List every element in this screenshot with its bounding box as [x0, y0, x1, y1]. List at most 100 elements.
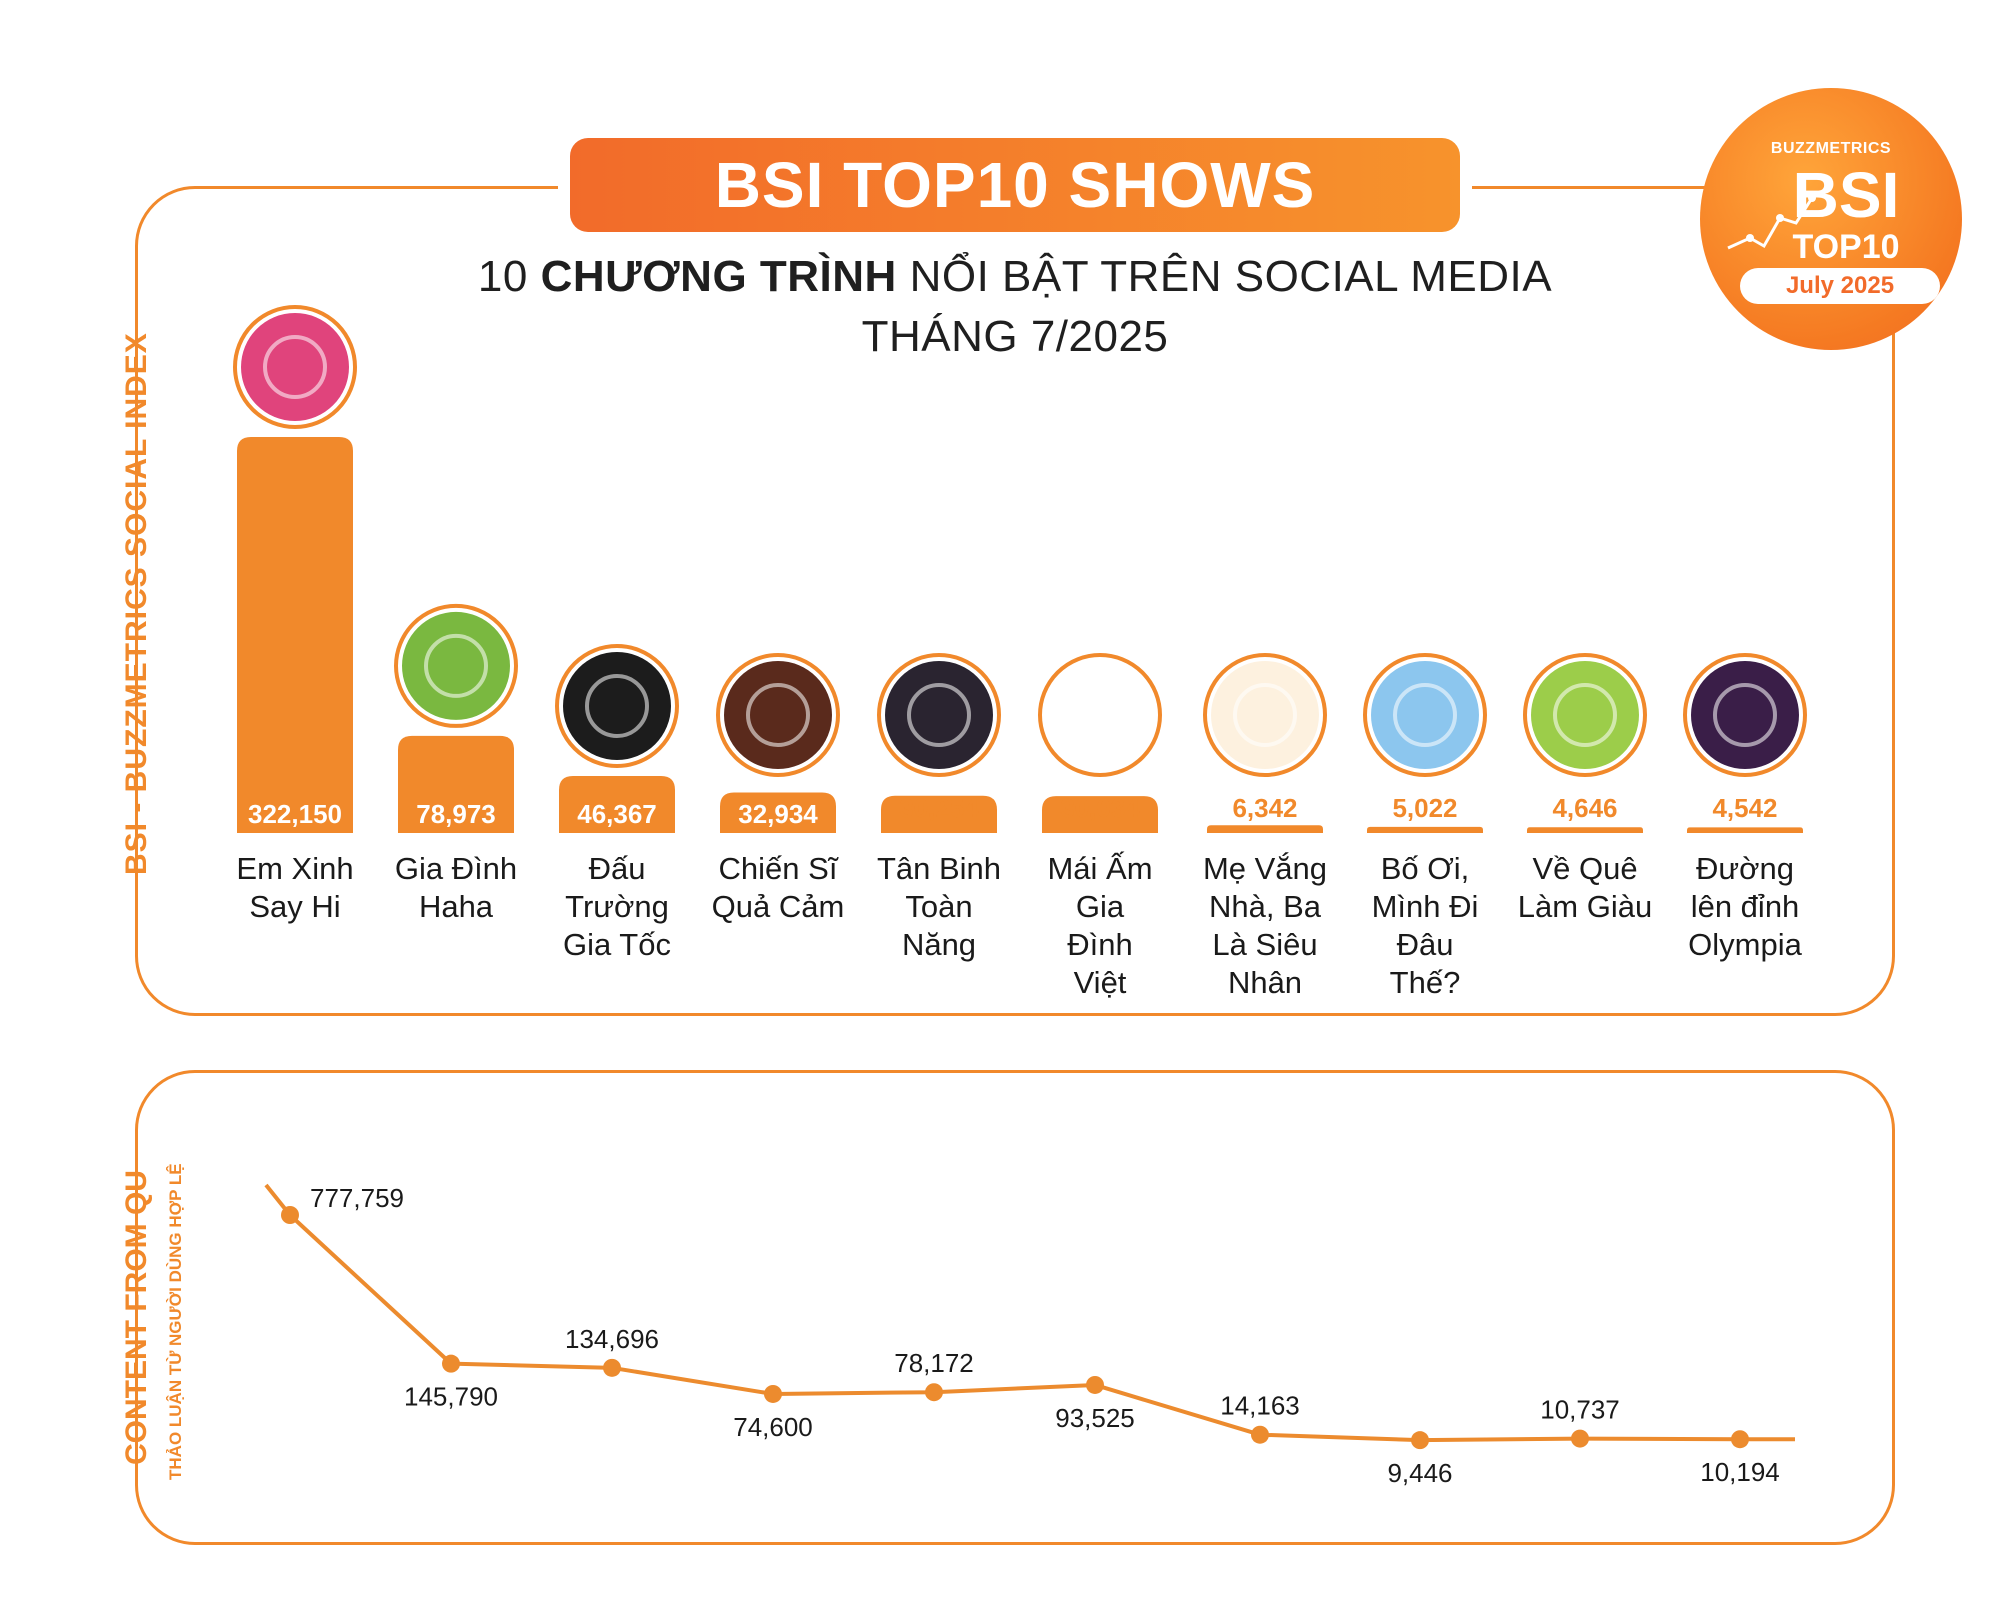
- bar: [237, 437, 353, 833]
- bar: [881, 795, 997, 833]
- chien-si-qua-cam-logo-icon: [716, 653, 840, 777]
- data-point: [1411, 1431, 1429, 1450]
- category-label: Đường lên đỉnh Olympia: [1670, 850, 1820, 964]
- category-label: Chiến Sĩ Quả Cảm: [703, 850, 853, 926]
- bar-value-label: 30,034: [1060, 793, 1140, 823]
- bar-chart: 322,150 78,973 46,367 32,934 30,254 30,034 6,3…: [233, 305, 1807, 833]
- dau-truong-gia-toc-logo-icon: [555, 644, 679, 769]
- duong-len-dinh-olympia-logo-icon: [1683, 653, 1807, 777]
- category-label: Đấu Trường Gia Tốc: [542, 850, 692, 964]
- data-point: [1251, 1425, 1269, 1444]
- category-label-line: Trường: [565, 889, 669, 924]
- category-label-line: Em Xinh: [236, 851, 354, 886]
- bar-value-label: 322,150: [248, 799, 342, 829]
- data-point-label: 74,600: [733, 1412, 813, 1442]
- subtitle-month: THÁNG 7/2025: [861, 312, 1169, 361]
- bar-value-label: 5,022: [1392, 793, 1457, 823]
- data-point: [1731, 1430, 1749, 1449]
- bar-value-label: 4,646: [1552, 793, 1617, 823]
- bar-value-label: 30,254: [899, 793, 979, 823]
- series-line: [264, 1183, 1795, 1443]
- subtitle-prefix: 10: [477, 252, 541, 301]
- subtitle-bold: CHƯƠNG TRÌNH: [540, 252, 897, 301]
- bo-oi-logo-icon: [1363, 653, 1487, 777]
- category-label-line: Tân Binh: [876, 851, 1002, 886]
- bar: [1527, 827, 1643, 833]
- category-label-line: Mẹ Vắng: [1202, 851, 1328, 886]
- bottom-chart-panel: [135, 1070, 1895, 1545]
- badge-brand: BUZZMETRICS: [1770, 140, 1892, 157]
- category-label: Mái Ấm Gia Đình Việt: [1025, 850, 1175, 1002]
- data-point-label: 9,446: [1387, 1458, 1452, 1488]
- category-label-line: lên đỉnh: [1690, 889, 1800, 924]
- bar: [1687, 827, 1803, 833]
- data-point: [281, 1206, 299, 1224]
- em-xinh-say-hi-logo-icon: [233, 305, 357, 429]
- category-label-line: Mình Đi: [1371, 889, 1479, 924]
- data-point: [925, 1383, 943, 1402]
- category-label-line: Đường: [1696, 851, 1794, 886]
- bar: [1367, 826, 1483, 833]
- bar-value-label: 4,542: [1712, 793, 1777, 823]
- category-label-line: Gia: [1075, 889, 1125, 924]
- category-label-line: Là Siêu: [1212, 927, 1318, 962]
- data-point: [603, 1358, 621, 1377]
- me-vang-nha-logo-icon: [1203, 653, 1327, 777]
- category-label-line: Olympia: [1688, 927, 1802, 962]
- bar: [398, 735, 514, 833]
- category-label-line: Quả Cảm: [711, 889, 845, 924]
- data-point: [764, 1384, 782, 1403]
- category-label: Em Xinh Say Hi: [220, 850, 370, 926]
- category-label: Gia Đình Haha: [381, 850, 531, 926]
- data-point: [442, 1354, 460, 1373]
- bsi-badge: BUZZMETRICS BSI TOP10 July 2025: [1700, 88, 1962, 350]
- badge-month: July 2025: [1740, 268, 1940, 304]
- category-label-line: Say Hi: [249, 889, 341, 924]
- subtitle: 10 CHƯƠNG TRÌNH NỔI BẬT TRÊN SOCIAL MEDI…: [0, 252, 2000, 302]
- data-point: [1571, 1429, 1589, 1448]
- ve-que-lam-giau-logo-icon: [1523, 653, 1647, 777]
- gia-dinh-haha-logo-icon: [394, 603, 518, 728]
- mai-am-gia-dinh-viet-logo-icon: [1038, 653, 1162, 777]
- data-point-label: 145,790: [404, 1382, 498, 1412]
- subtitle-suffix: NỔI BẬT TRÊN SOCIAL MEDIA: [896, 252, 1553, 301]
- category-label-line: Đâu: [1396, 927, 1454, 962]
- data-point-label: 93,525: [1055, 1403, 1135, 1433]
- data-point: [1086, 1375, 1104, 1394]
- category-label-line: Đình: [1067, 927, 1133, 962]
- bar: [720, 792, 836, 833]
- data-point-label: 10,737: [1540, 1395, 1620, 1425]
- category-label-line: Nhà, Ba: [1208, 889, 1321, 924]
- bar-value-label: 78,973: [416, 799, 496, 829]
- trend-icon: [1727, 194, 1816, 250]
- category-label-line: Mái Ấm: [1047, 851, 1153, 886]
- category-label-line: Thế?: [1389, 965, 1461, 1000]
- category-label-line: Việt: [1073, 965, 1127, 1000]
- category-label-line: Toàn: [905, 889, 973, 924]
- category-label-line: Làm Giàu: [1517, 889, 1653, 924]
- category-label-line: Đấu: [588, 851, 646, 886]
- category-label: Về Quê Làm Giàu: [1510, 850, 1660, 926]
- category-label: Mẹ Vắng Nhà, Ba Là Siêu Nhân: [1190, 850, 1340, 1002]
- category-label-line: Về Quê: [1532, 851, 1638, 886]
- category-label-line: Gia Tốc: [563, 927, 671, 962]
- category-label: Tân Binh Toàn Năng: [864, 850, 1014, 964]
- category-label-line: Chiến Sĩ: [718, 851, 838, 886]
- bar-value-label: 46,367: [577, 799, 657, 829]
- data-point-label: 777,759: [310, 1183, 404, 1213]
- category-label-line: Bố Ơi,: [1380, 851, 1470, 886]
- category-label-line: Năng: [901, 927, 977, 962]
- bar: [1207, 825, 1323, 833]
- tan-binh-toan-nang-logo-icon: [877, 653, 1001, 777]
- data-point-label: 10,194: [1700, 1457, 1780, 1487]
- bar-value-label: 32,934: [738, 799, 818, 829]
- category-label-line: Nhân: [1227, 965, 1303, 1000]
- bar: [1042, 796, 1158, 833]
- bar: [559, 776, 675, 833]
- badge-top10: TOP10: [1792, 228, 1900, 266]
- title-banner: BSI TOP10 SHOWS: [570, 138, 1460, 232]
- data-point-label: 134,696: [565, 1324, 659, 1354]
- data-point-label: 14,163: [1220, 1391, 1300, 1421]
- category-label-line: Haha: [418, 889, 494, 924]
